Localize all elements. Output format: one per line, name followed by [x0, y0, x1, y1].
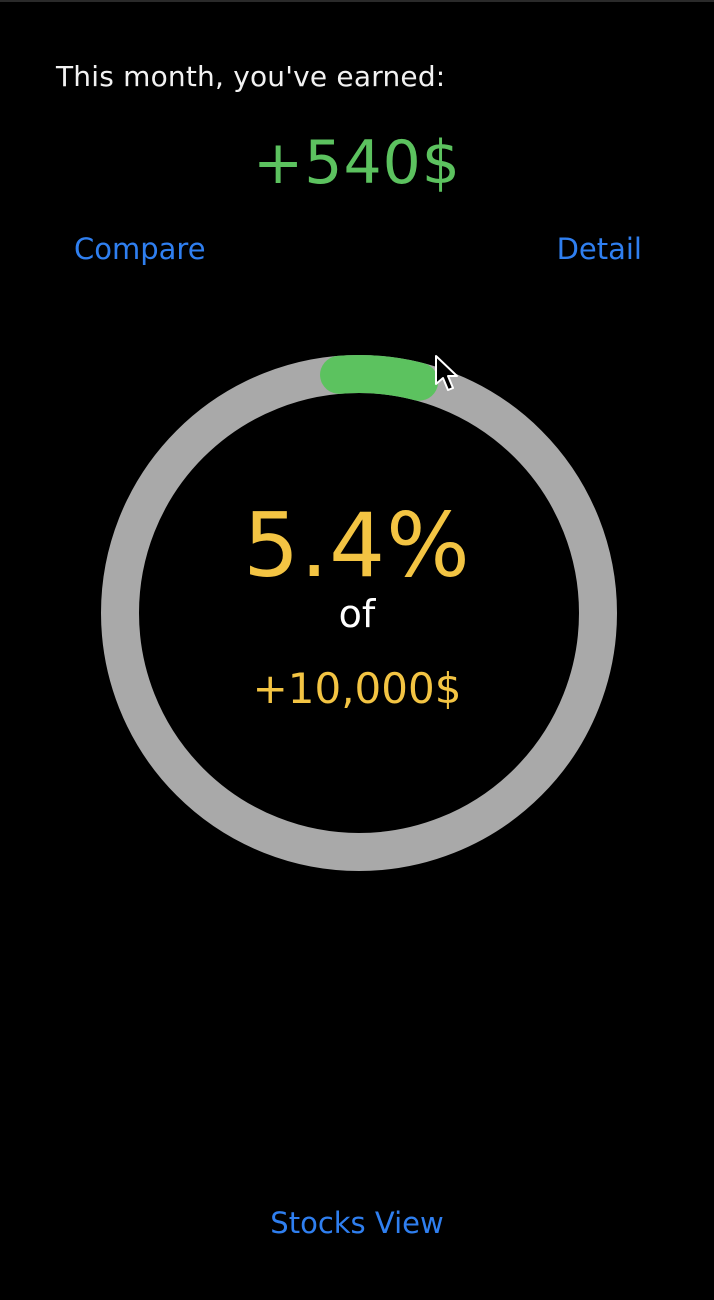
stocks-view-button[interactable]: Stocks View	[0, 1206, 714, 1240]
progress-ring-fill	[101, 355, 617, 871]
detail-button[interactable]: Detail	[556, 232, 642, 266]
earned-amount: +540$	[253, 128, 461, 198]
mouse-pointer-icon	[435, 355, 458, 391]
progress-of-label: of	[338, 592, 376, 636]
earned-label: This month, you've earned:	[56, 60, 446, 93]
progress-ring-svg	[101, 355, 617, 871]
compare-button[interactable]: Compare	[74, 232, 206, 266]
progress-percent: 5.4%	[243, 494, 471, 597]
progress-goal-amount: +10,000$	[252, 664, 462, 713]
progress-ring	[100, 354, 618, 872]
